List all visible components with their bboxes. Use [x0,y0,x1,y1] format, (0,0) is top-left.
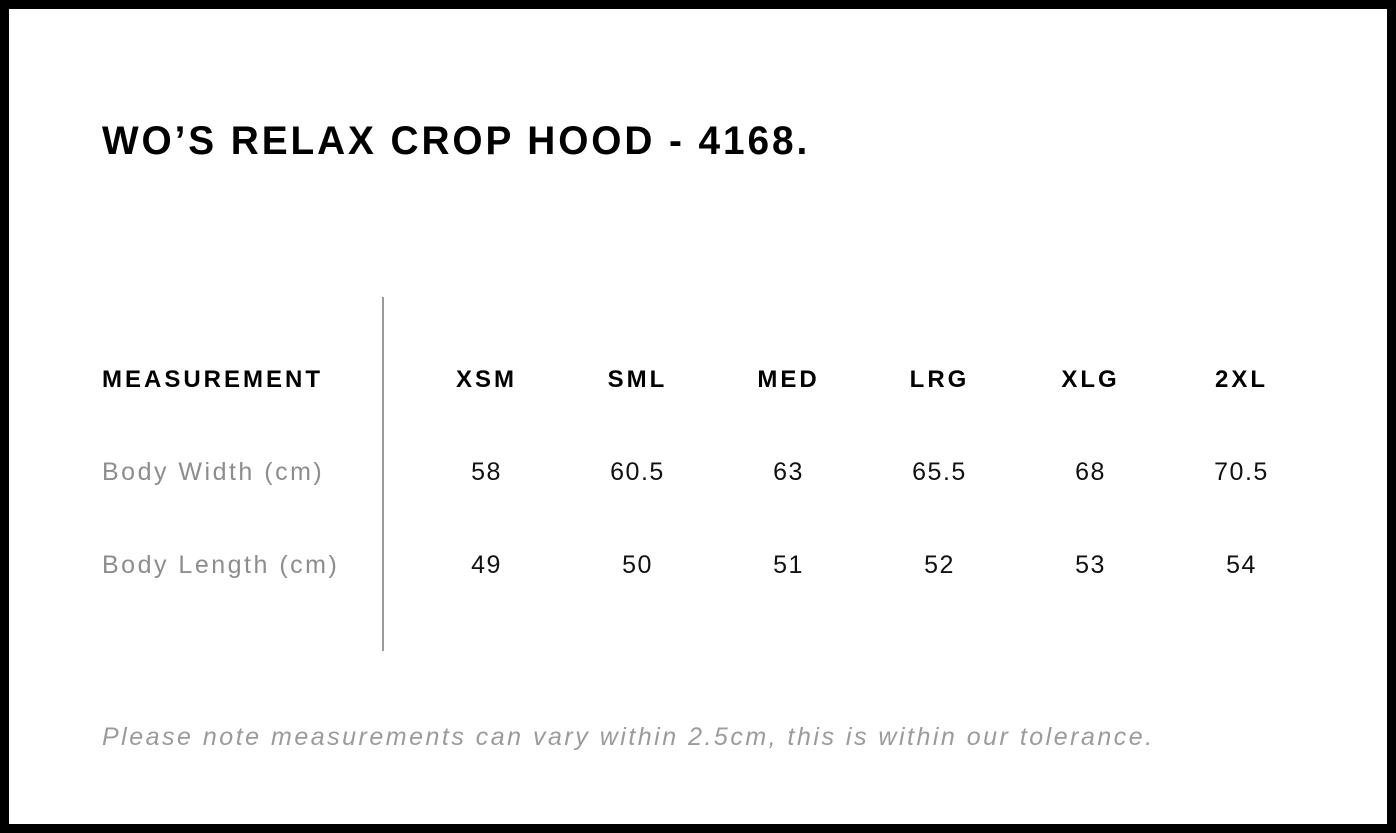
column-header-measurement: MEASUREMENT [102,365,324,393]
table-cell-body-length-med: 51 [773,551,804,579]
column-header-med: MED [757,365,820,393]
table-cell-body-width-med: 63 [773,458,804,486]
row-label-body-width: Body Width (cm) [102,458,325,486]
column-header-xlg: XLG [1061,365,1120,393]
table-cell-body-width-xsm: 58 [471,458,502,486]
table-cell-body-length-xsm: 49 [471,551,502,579]
column-header-sml: SML [607,365,668,393]
table-cell-body-width-xlg: 68 [1075,458,1106,486]
row-label-body-length: Body Length (cm) [102,551,340,579]
table-cell-body-width-2xl: 70.5 [1214,458,1269,486]
table-cell-body-length-xlg: 53 [1075,551,1106,579]
column-header-2xl: 2XL [1214,365,1268,393]
table-vertical-divider [382,297,384,651]
table-cell-body-width-lrg: 65.5 [912,458,967,486]
table-cell-body-length-sml: 50 [622,551,653,579]
tolerance-note: Please note measurements can vary within… [102,723,1155,751]
column-header-lrg: LRG [909,365,970,393]
table-cell-body-width-sml: 60.5 [610,458,665,486]
size-chart-table: MEASUREMENT XSM SML MED LRG XLG 2XL Body… [102,333,1317,612]
page-title: WO’S RELAX CROP HOOD - 4168. [102,119,811,163]
column-header-xsm: XSM [455,365,517,393]
table-cell-body-length-2xl: 54 [1226,551,1257,579]
table-cell-body-length-lrg: 52 [924,551,955,579]
